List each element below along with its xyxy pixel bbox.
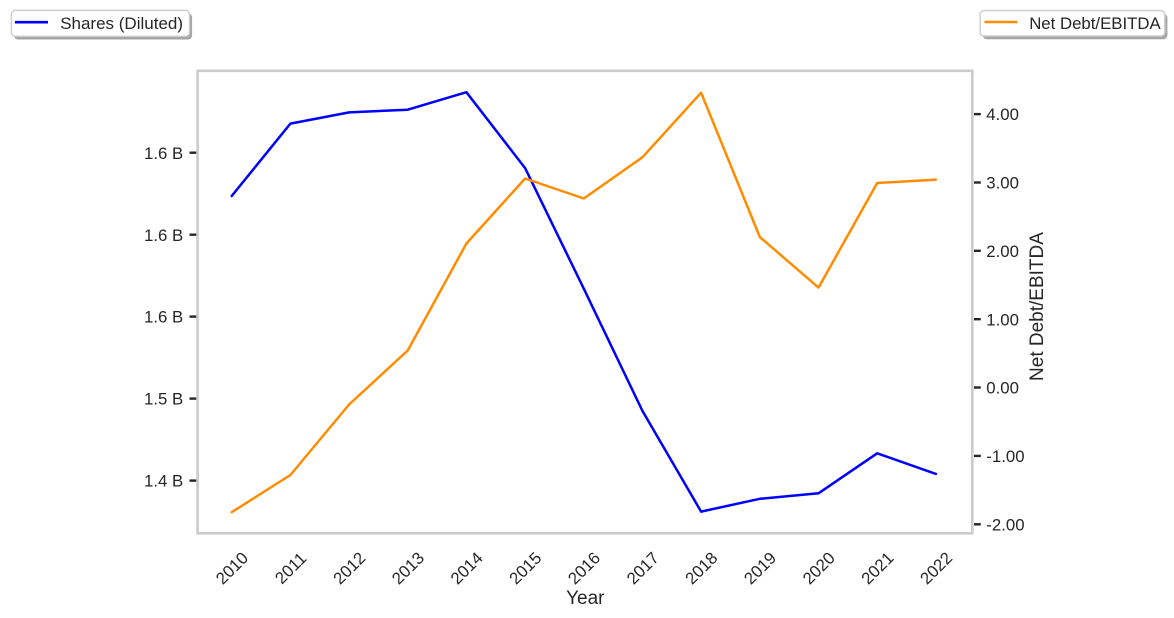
svg-text:1.6 B: 1.6 B — [144, 308, 183, 327]
svg-text:1.4 B: 1.4 B — [144, 472, 183, 491]
svg-text:Shares (Diluted): Shares (Diluted) — [60, 14, 183, 33]
svg-text:1.5 B: 1.5 B — [144, 390, 183, 409]
svg-text:3.00: 3.00 — [986, 174, 1019, 193]
svg-text:1.6 B: 1.6 B — [144, 226, 183, 245]
svg-text:Net Debt/EBITDA: Net Debt/EBITDA — [1027, 232, 1048, 381]
svg-text:Net Debt/EBITDA: Net Debt/EBITDA — [1029, 14, 1161, 33]
svg-text:4.00: 4.00 — [986, 105, 1019, 124]
svg-text:1.00: 1.00 — [986, 310, 1019, 329]
svg-text:1.6 B: 1.6 B — [144, 144, 183, 163]
svg-text:Year: Year — [566, 588, 605, 609]
svg-text:0.00: 0.00 — [986, 379, 1019, 398]
svg-text:-1.00: -1.00 — [986, 447, 1024, 466]
svg-text:-2.00: -2.00 — [986, 515, 1024, 534]
svg-text:2.00: 2.00 — [986, 242, 1019, 261]
